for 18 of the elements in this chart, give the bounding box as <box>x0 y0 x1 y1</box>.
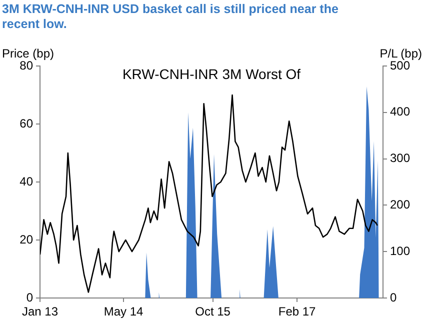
y-tick-label: 0 <box>26 290 34 304</box>
x-tick-label: Feb 17 <box>278 304 316 319</box>
y-tick-label: 80 <box>20 58 34 72</box>
y-tick-label: 40 <box>20 174 34 188</box>
y2-tick-label: 100 <box>390 244 410 258</box>
y2-tick-label: 0 <box>390 290 397 304</box>
y2-tick-label: 400 <box>390 104 410 119</box>
x-tick-label: May 14 <box>104 304 144 319</box>
y-tick-label: 60 <box>20 116 34 130</box>
y-tick-label: 20 <box>20 232 34 246</box>
y-axis-title: Price (bp) <box>2 46 54 60</box>
y2-tick-label: 200 <box>390 198 410 212</box>
x-tick-label: Jan 13 <box>22 304 58 319</box>
chart-subtitle: KRW-CNH-INR 3M Worst Of <box>122 66 301 82</box>
x-tick-label: Oct 15 <box>195 304 231 319</box>
y2-tick-label: 300 <box>390 151 410 166</box>
chart-title: 3M KRW-CNH-INR USD basket call is still priced near the recent low. <box>2 2 340 32</box>
y2-axis-title: P/L (bp) <box>380 46 422 60</box>
